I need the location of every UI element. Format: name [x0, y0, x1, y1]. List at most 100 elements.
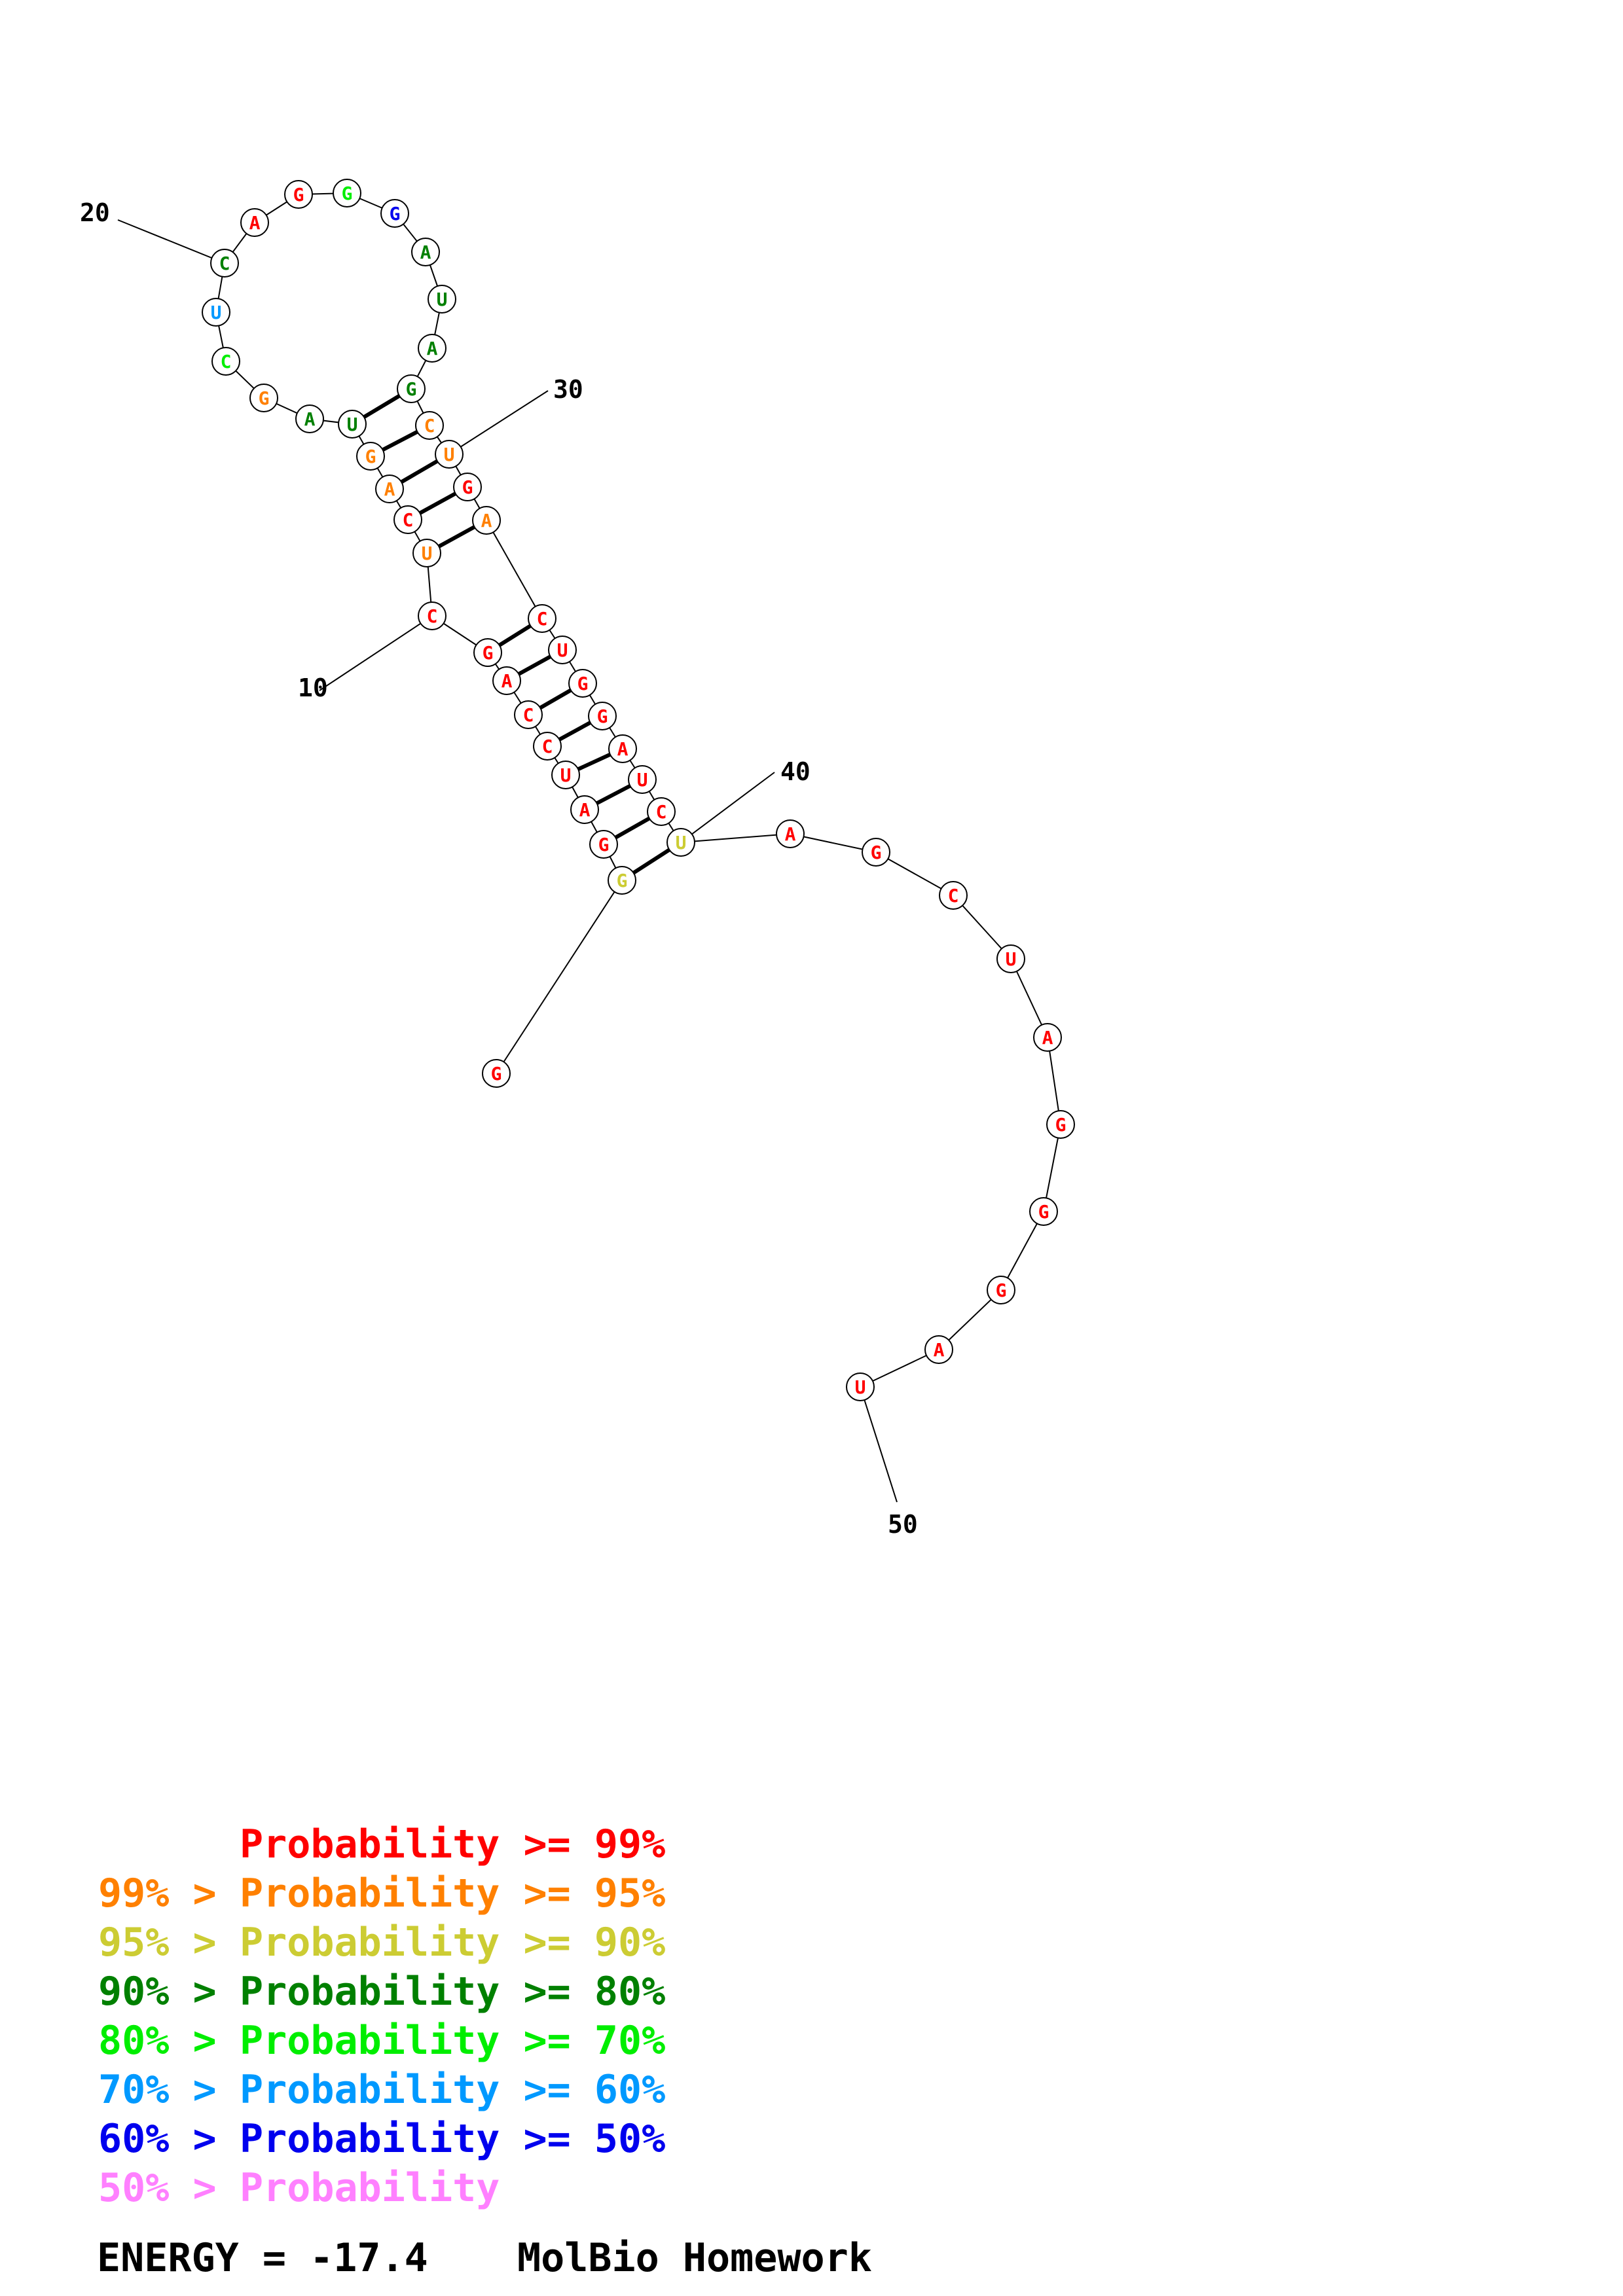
legend-label: Probability >= 99% [240, 1821, 665, 1867]
position-tick [448, 390, 549, 455]
nucleotide-letter: G [491, 1063, 502, 1085]
nucleotide-letter: U [557, 639, 568, 661]
nucleotide-letter: G [342, 183, 353, 204]
nucleotide-circle [473, 638, 502, 667]
nucleotide-letter: C [219, 253, 230, 274]
nucleotide-circle [411, 238, 440, 266]
legend-prefix: 95% > [98, 1920, 240, 1965]
nucleotide: A [418, 334, 447, 363]
nucleotide-circle [608, 734, 637, 763]
nucleotide: U [202, 298, 230, 327]
nucleotide: G [249, 384, 278, 412]
nucleotide-circle [338, 410, 367, 439]
nucleotide-circle [1046, 1110, 1075, 1139]
nucleotide: G [473, 638, 502, 667]
nucleotide: U [628, 765, 657, 794]
nucleotide-letter: G [462, 476, 473, 498]
nucleotide-letter: A [1042, 1027, 1053, 1049]
nucleotide-circle [418, 601, 447, 630]
nucleotide-circle [608, 866, 636, 895]
position-tick [680, 772, 775, 843]
nucleotide: G [608, 866, 636, 895]
nucleotide: G [1046, 1110, 1075, 1139]
nucleotide-circle [589, 830, 618, 859]
position-tick [319, 615, 433, 691]
nucleotide: A [608, 734, 637, 763]
nucleotide-letter: G [597, 706, 608, 727]
nucleotide-letter: A [304, 408, 316, 430]
nucleotide-letter: A [785, 823, 796, 845]
backbone-segment [875, 852, 954, 896]
nucleotide: C [393, 505, 422, 534]
legend-entry: 90% > Probability >= 80% [98, 1969, 665, 2015]
nucleotide: U [996, 944, 1025, 973]
nucleotide-circle [551, 761, 580, 789]
nucleotide: G [380, 199, 409, 228]
nucleotide: G [588, 702, 617, 730]
position-label: 30 [553, 375, 583, 404]
nucleotide-circle [924, 1335, 953, 1364]
nucleotide: C [514, 700, 543, 729]
nucleotide: C [418, 601, 447, 630]
nucleotide-circle [240, 208, 269, 237]
backbone-segment [1043, 1124, 1061, 1212]
backbone-segment [860, 1349, 939, 1388]
nucleotide-circle [356, 442, 385, 471]
nucleotide: G [589, 830, 618, 859]
diagram-title: MolBio Homework [517, 2235, 872, 2281]
nucleotide-letter: U [855, 1376, 866, 1398]
nucleotide: G [284, 180, 313, 209]
nucleotide-letter: C [537, 608, 548, 630]
nucleotide-circle [295, 404, 324, 433]
legend-label: Probability >= 70% [240, 2018, 665, 2064]
nucleotide-circle [776, 819, 805, 848]
nucleotide-letter: G [483, 642, 494, 664]
nucleotide: A [411, 238, 440, 266]
nucleotide: U [428, 285, 456, 314]
backbone-segment [790, 833, 877, 853]
nucleotide-letter: G [871, 842, 882, 863]
nucleotide-circle [588, 702, 617, 730]
nucleotide-circle [647, 797, 676, 826]
legend-label: Probability [240, 2165, 500, 2211]
nucleotide-letter: U [444, 444, 455, 465]
nucleotide: A [570, 795, 599, 824]
nucleotide-circle [939, 881, 968, 910]
legend-label: Probability >= 90% [240, 1920, 665, 1965]
base-pair-bonds [351, 387, 682, 882]
nucleotide: G [482, 1059, 511, 1088]
nucleotide-circle [375, 475, 404, 503]
nucleotide: A [492, 666, 521, 695]
nucleotide-letter: G [577, 673, 589, 694]
nucleotide-circle [514, 700, 543, 729]
position-labels: 10 20 30 40 50 [80, 198, 918, 1539]
legend-entry: 80% > Probability >= 70% [98, 2018, 665, 2064]
nucleotide-letter: A [481, 510, 492, 531]
nucleotide-letter: C [948, 885, 959, 906]
position-label: 10 [298, 673, 328, 702]
nucleotide-letter: C [427, 605, 438, 627]
backbone-segment [1047, 1037, 1061, 1125]
legend-entry: 50% > Probability [98, 2165, 500, 2211]
nucleotide-circle [380, 199, 409, 228]
nucleotide-circle [284, 180, 313, 209]
legend-label: Probability >= 80% [240, 1969, 665, 2015]
nucleotide-letter: C [221, 351, 232, 372]
nucleotide-letter: U [1006, 948, 1017, 970]
nucleotide-circle [987, 1276, 1015, 1304]
nucleotide-letter: U [437, 289, 448, 310]
nucleotide-letter: C [542, 736, 553, 757]
nucleotide-circle [492, 666, 521, 695]
backbone [215, 192, 1061, 1503]
nucleotide-letter: G [259, 387, 270, 409]
nucleotide-letter: A [384, 478, 395, 500]
backbone-segment [860, 1386, 898, 1503]
nucleotide-circle [528, 604, 556, 633]
nucleotide: G [987, 1276, 1015, 1304]
nucleotide-letter: G [1055, 1114, 1067, 1136]
legend-prefix: 70% > [98, 2067, 240, 2113]
nucleotide-circle [570, 795, 599, 824]
nucleotide: C [211, 347, 240, 376]
nucleotide-circle [435, 440, 464, 469]
